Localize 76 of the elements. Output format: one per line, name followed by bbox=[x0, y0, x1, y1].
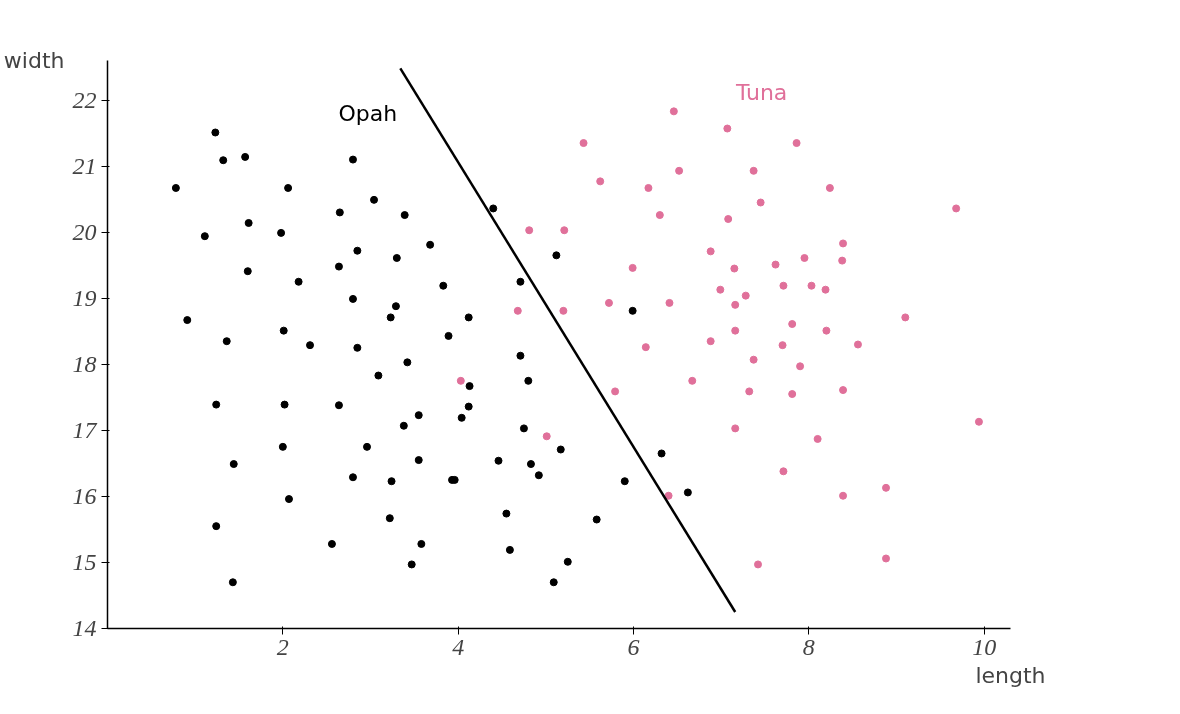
y-tick-label: 21 bbox=[72, 152, 97, 179]
x-axis-title: length bbox=[975, 662, 1046, 688]
point bbox=[655, 211, 664, 220]
x-tick-label: 8 bbox=[802, 633, 815, 660]
point bbox=[731, 326, 740, 335]
point bbox=[560, 226, 569, 235]
series-label: Opah bbox=[338, 101, 398, 127]
y-axis-title: width bbox=[3, 48, 65, 73]
point bbox=[628, 263, 637, 272]
point bbox=[788, 390, 797, 399]
x-tick-label: 2 bbox=[276, 633, 289, 660]
point bbox=[731, 424, 740, 433]
point bbox=[756, 198, 765, 207]
point bbox=[724, 215, 733, 223]
point bbox=[723, 124, 732, 133]
point bbox=[825, 183, 834, 192]
x-tick-label: 6 bbox=[627, 633, 640, 660]
point bbox=[559, 306, 568, 315]
point bbox=[604, 298, 613, 307]
point bbox=[813, 434, 822, 443]
point bbox=[730, 264, 739, 273]
point bbox=[882, 483, 891, 492]
point bbox=[513, 306, 522, 315]
point bbox=[579, 139, 588, 148]
x-tick-label: 4 bbox=[452, 633, 465, 660]
y-tick-label: 17 bbox=[72, 416, 98, 443]
point bbox=[641, 343, 650, 352]
point bbox=[754, 560, 763, 569]
point bbox=[821, 285, 830, 294]
point bbox=[749, 355, 758, 364]
y-tick-label: 22 bbox=[72, 86, 97, 113]
point bbox=[688, 376, 697, 385]
point bbox=[807, 281, 816, 290]
point bbox=[675, 166, 684, 175]
point bbox=[456, 376, 465, 385]
point bbox=[716, 285, 725, 294]
point bbox=[792, 139, 801, 148]
point bbox=[882, 554, 891, 563]
point bbox=[800, 253, 809, 262]
point bbox=[838, 256, 847, 265]
y-tick-label: 16 bbox=[72, 482, 97, 509]
point bbox=[542, 432, 551, 441]
point bbox=[796, 362, 805, 371]
point bbox=[706, 337, 715, 346]
point bbox=[665, 298, 674, 307]
point bbox=[669, 107, 678, 116]
point bbox=[664, 491, 673, 500]
point bbox=[952, 204, 961, 213]
point bbox=[771, 260, 780, 269]
point bbox=[901, 313, 910, 322]
point bbox=[788, 320, 797, 329]
point bbox=[853, 340, 862, 349]
y-tick-label: 18 bbox=[72, 350, 97, 377]
y-tick-label: 15 bbox=[72, 548, 97, 575]
point bbox=[839, 491, 848, 500]
point bbox=[741, 291, 750, 300]
point bbox=[706, 247, 715, 256]
point bbox=[745, 387, 754, 396]
point bbox=[839, 386, 848, 395]
point bbox=[822, 326, 831, 335]
x-tick-label: 10 bbox=[972, 633, 997, 660]
point bbox=[779, 467, 788, 476]
point bbox=[779, 281, 788, 290]
y-tick-label: 14 bbox=[72, 615, 97, 641]
point bbox=[778, 341, 787, 350]
point bbox=[839, 239, 848, 248]
point bbox=[596, 177, 605, 186]
point bbox=[974, 417, 983, 426]
point bbox=[749, 166, 758, 175]
point bbox=[611, 387, 620, 396]
y-tick-label: 20 bbox=[72, 218, 97, 245]
point bbox=[644, 183, 653, 192]
y-tick-label: 19 bbox=[72, 284, 97, 311]
series-label: Tuna bbox=[734, 80, 788, 106]
point bbox=[731, 300, 740, 309]
point bbox=[525, 226, 534, 235]
